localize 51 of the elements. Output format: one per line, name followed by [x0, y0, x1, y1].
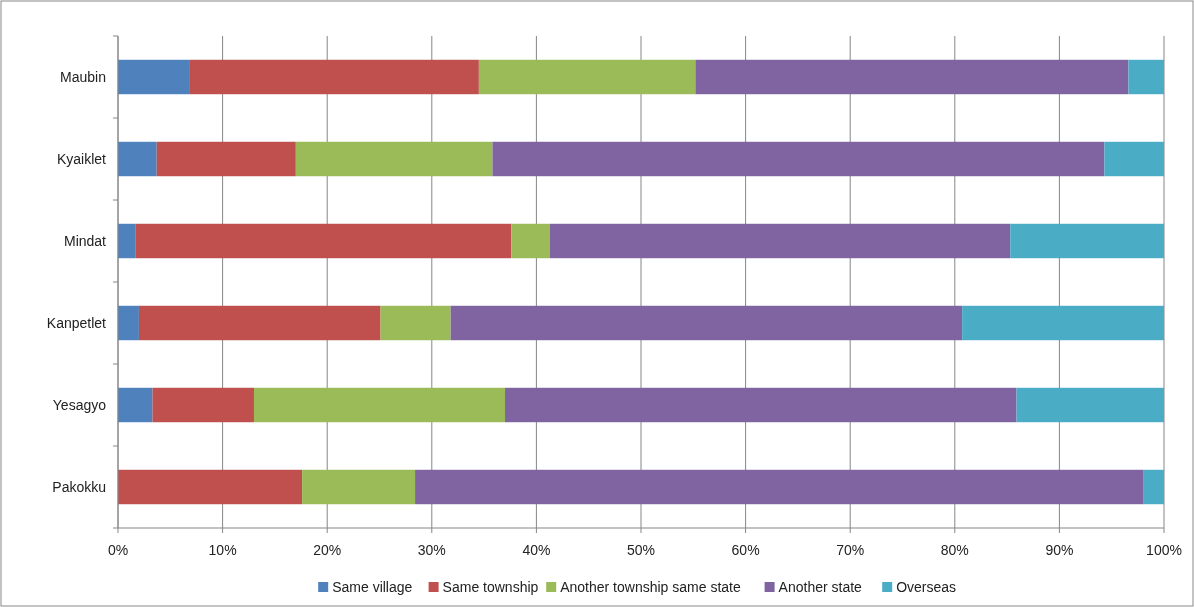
bar — [138, 305, 381, 341]
bar — [1104, 141, 1164, 177]
bar — [189, 59, 479, 95]
bar — [511, 223, 550, 259]
bar — [478, 59, 696, 95]
y-tick-label: Kyaiklet — [56, 151, 107, 167]
bar — [118, 305, 139, 341]
legend-label: Another state — [778, 579, 863, 595]
bar — [118, 59, 190, 95]
bar — [118, 223, 136, 259]
legend-label: Another township same state — [560, 579, 741, 595]
bar — [118, 387, 153, 423]
bar — [415, 469, 1144, 505]
bar — [505, 387, 1017, 423]
bar — [152, 387, 254, 423]
y-tick-label: Mindat — [63, 233, 107, 249]
bar — [1010, 223, 1164, 259]
x-tick-label: 50% — [626, 542, 656, 558]
y-tick-label: Kanpetlet — [46, 315, 107, 331]
x-tick-label: 90% — [1045, 542, 1074, 558]
bar — [253, 387, 506, 423]
bar — [450, 305, 963, 341]
x-tick-label: 30% — [417, 542, 446, 558]
x-tick-label: 10% — [208, 542, 237, 558]
bar — [302, 469, 416, 505]
bar — [118, 469, 303, 505]
x-tick-label: 60% — [731, 542, 760, 558]
bar — [118, 141, 157, 177]
x-tick-label: 40% — [522, 542, 551, 558]
legend-label: Overseas — [896, 579, 957, 595]
x-tick-label: 0% — [107, 542, 129, 558]
bar — [1128, 59, 1164, 95]
bar — [962, 305, 1164, 341]
bar — [156, 141, 296, 177]
bar — [695, 59, 1129, 95]
bar — [492, 141, 1105, 177]
x-tick-label: 100% — [1146, 542, 1182, 558]
bar — [550, 223, 1011, 259]
legend-label: Same village — [332, 579, 413, 595]
y-tick-label: Pakokku — [52, 479, 106, 495]
y-tick-label: Maubin — [60, 69, 106, 85]
x-tick-label: 80% — [940, 542, 969, 558]
bar — [1143, 469, 1164, 505]
x-tick-label: 20% — [313, 542, 342, 558]
bar — [380, 305, 451, 341]
bar — [1016, 387, 1164, 423]
bar — [135, 223, 512, 259]
x-tick-label: 70% — [836, 542, 865, 558]
bar — [295, 141, 493, 177]
legend-label: Same township — [442, 579, 539, 595]
y-tick-label: Yesagyo — [52, 397, 107, 413]
